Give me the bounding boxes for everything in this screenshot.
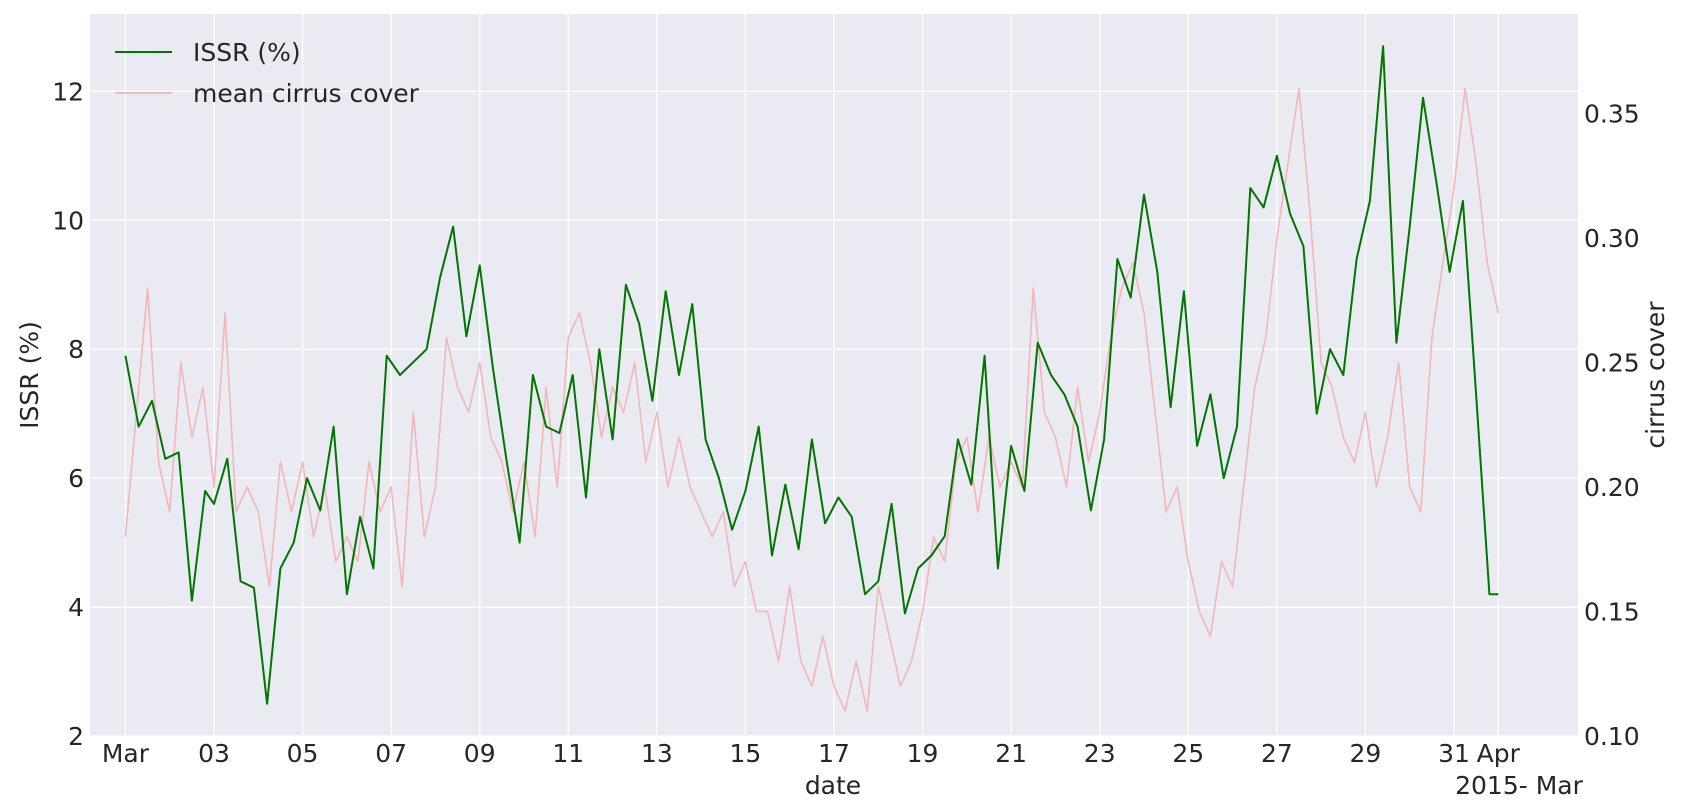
x-tick-label: 25 (1172, 739, 1204, 768)
x-tick-label: 23 (1084, 739, 1116, 768)
legend: ISSR (%) mean cirrus cover (115, 38, 420, 108)
x-tick-label: 31 (1438, 739, 1470, 768)
y-tick-label-right: 0.20 (1584, 473, 1640, 502)
legend-label-cirrus: mean cirrus cover (193, 79, 420, 108)
x-tick-label: Mar (102, 739, 150, 768)
x-tick-label: 15 (730, 739, 762, 768)
x-tick-label: 09 (464, 739, 496, 768)
x-tick-label: 17 (818, 739, 850, 768)
y-tick-label-right: 0.15 (1584, 598, 1640, 627)
x-tick-label: 21 (995, 739, 1027, 768)
y-tick-label-right: 0.25 (1584, 349, 1640, 378)
y-tick-label-left: 4 (68, 593, 84, 622)
x-tick-label: 03 (198, 739, 230, 768)
x-tick-label: 29 (1350, 739, 1382, 768)
y-tick-label-right: 0.10 (1584, 722, 1640, 751)
y-tick-label-left: 12 (52, 77, 84, 106)
x-tick-label: 13 (641, 739, 673, 768)
x-offset-label: 2015- Mar (1455, 771, 1583, 800)
issr-line (124, 45, 1499, 705)
x-tick-label: 05 (287, 739, 319, 768)
y-tick-label-right: 0.30 (1584, 224, 1640, 253)
tick-labels: 2 4 6 8 10 12 Mar 03 05 07 09 11 13 15 17 19 21 23 25 27 29 3… (52, 77, 1639, 768)
x-axis-label: date (805, 771, 861, 800)
y-tick-label-left: 2 (68, 722, 84, 751)
x-tick-label: 27 (1261, 739, 1293, 768)
x-tick-label: 07 (375, 739, 407, 768)
x-tick-label: Apr (1477, 739, 1521, 768)
x-tick-label: 19 (907, 739, 939, 768)
left-y-axis-label: ISSR (%) (15, 321, 44, 429)
x-tick-label: 11 (552, 739, 584, 768)
series-layer (124, 45, 1500, 712)
legend-label-issr: ISSR (%) (193, 38, 301, 67)
y-tick-label-left: 8 (68, 335, 84, 364)
y-tick-label-right: 0.35 (1584, 100, 1640, 129)
y-tick-label-left: 6 (68, 464, 84, 493)
right-y-axis-label: cirrus cover (1641, 301, 1670, 449)
y-tick-label-left: 10 (52, 206, 84, 235)
